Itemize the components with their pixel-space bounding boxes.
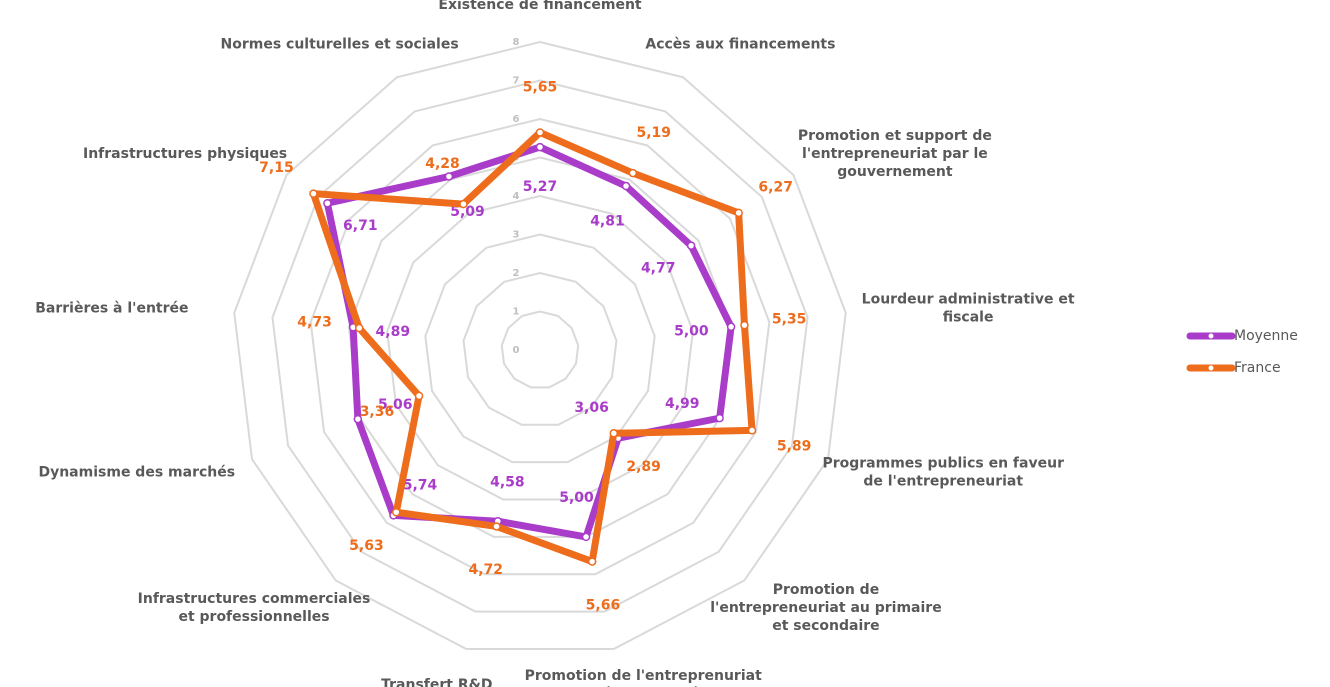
grid-ring [500,310,580,389]
point [535,142,545,152]
value-label: 4,99 [665,396,700,412]
grid-ring [271,79,809,613]
point [621,181,631,191]
r-tick-label: 4 [513,191,520,202]
series: 5,27 4,81 4,77 5,00 4,99 3,06 5,00 4,58 5,74 5,06… [323,142,736,542]
legend-marker [1207,332,1215,340]
point [414,391,424,401]
value-label: 5,63 [349,538,384,554]
value-label: 5,09 [450,204,485,220]
value-label: 5,19 [636,125,671,141]
value-label: 5,89 [777,438,812,454]
value-label: 4,77 [641,260,676,276]
point [734,208,743,218]
grid-ring [233,40,847,651]
point [726,322,736,332]
point [535,128,545,137]
point [354,323,364,333]
category-label: Promotion de l'entreprenuriatdans les ét… [525,668,762,687]
legend-label: Moyenne [1234,328,1298,344]
point [353,414,363,424]
category-label: Infrastructures commerciales et professio… [138,591,371,625]
category-label: Programmes publics en faveur de l'entrepr… [822,455,1064,489]
value-label: 4,28 [425,156,460,172]
r-tick-label: 1 [513,307,520,318]
value-label: 5,06 [378,397,413,413]
value-label: 5,00 [559,490,594,506]
category-label: Accès aux financements [645,37,835,53]
point [686,241,696,250]
grid-ring [347,156,733,538]
point [587,557,597,566]
category-label: Promotion et support de l'entrepreneuriat… [798,128,992,180]
point [740,320,749,330]
category-label: Promotion de l'entrepreneuriat au primair… [710,582,941,634]
r-tick-label: 8 [513,37,520,48]
r-tick-label: 0 [513,345,520,356]
point [581,532,591,542]
value-label: 7,15 [259,160,294,176]
value-label: 3,06 [574,400,609,416]
category-label: Barrières à l'entrée [35,300,188,316]
value-label: 5,74 [403,477,438,493]
grid-ring [424,233,656,464]
value-label: 5,35 [772,312,807,328]
point [492,522,501,531]
point [628,168,638,178]
point [444,172,454,181]
point [715,413,724,423]
value-label: 3,36 [360,404,395,420]
value-label: 5,00 [674,324,709,340]
value-label: 2,89 [626,459,661,475]
legend-marker [1207,364,1215,372]
r-tick-label: 3 [513,230,520,241]
category-label: Normes culturelles et sociales [221,37,459,53]
point [392,507,401,517]
category-label: Existence de financement [438,0,642,13]
grid-ring [462,271,618,426]
category-label: Lourdeur administrative et fiscale [862,291,1075,325]
point [459,199,468,209]
value-label: 4,89 [376,324,411,340]
r-tick-label: 7 [513,76,520,87]
series: 5,65 5,19 6,27 5,35 5,89 2,89 5,66 4,72 5,63 3,36… [259,79,811,613]
grid-ring [386,194,694,501]
value-label: 4,73 [297,315,332,331]
r-tick-label: 2 [513,268,520,279]
series-line [309,128,756,566]
point [309,189,318,198]
r-tick-label: 6 [513,114,520,125]
category-label: Infrastructures physiques [83,146,287,162]
category-label: Transfert R&D [381,677,492,687]
value-label: 5,27 [523,179,558,195]
value-label: 5,66 [586,597,621,613]
legend-label: France [1234,360,1281,376]
point [609,429,619,438]
value-label: 6,27 [758,179,793,195]
category-label: Dynamisme des marchés [38,464,235,480]
value-label: 5,65 [523,79,558,95]
point [747,426,757,435]
value-label: 4,81 [590,213,625,229]
value-label: 4,72 [468,562,503,578]
value-label: 6,71 [343,218,378,234]
series-line [323,143,735,541]
point [323,198,332,208]
value-label: 4,58 [490,474,525,490]
